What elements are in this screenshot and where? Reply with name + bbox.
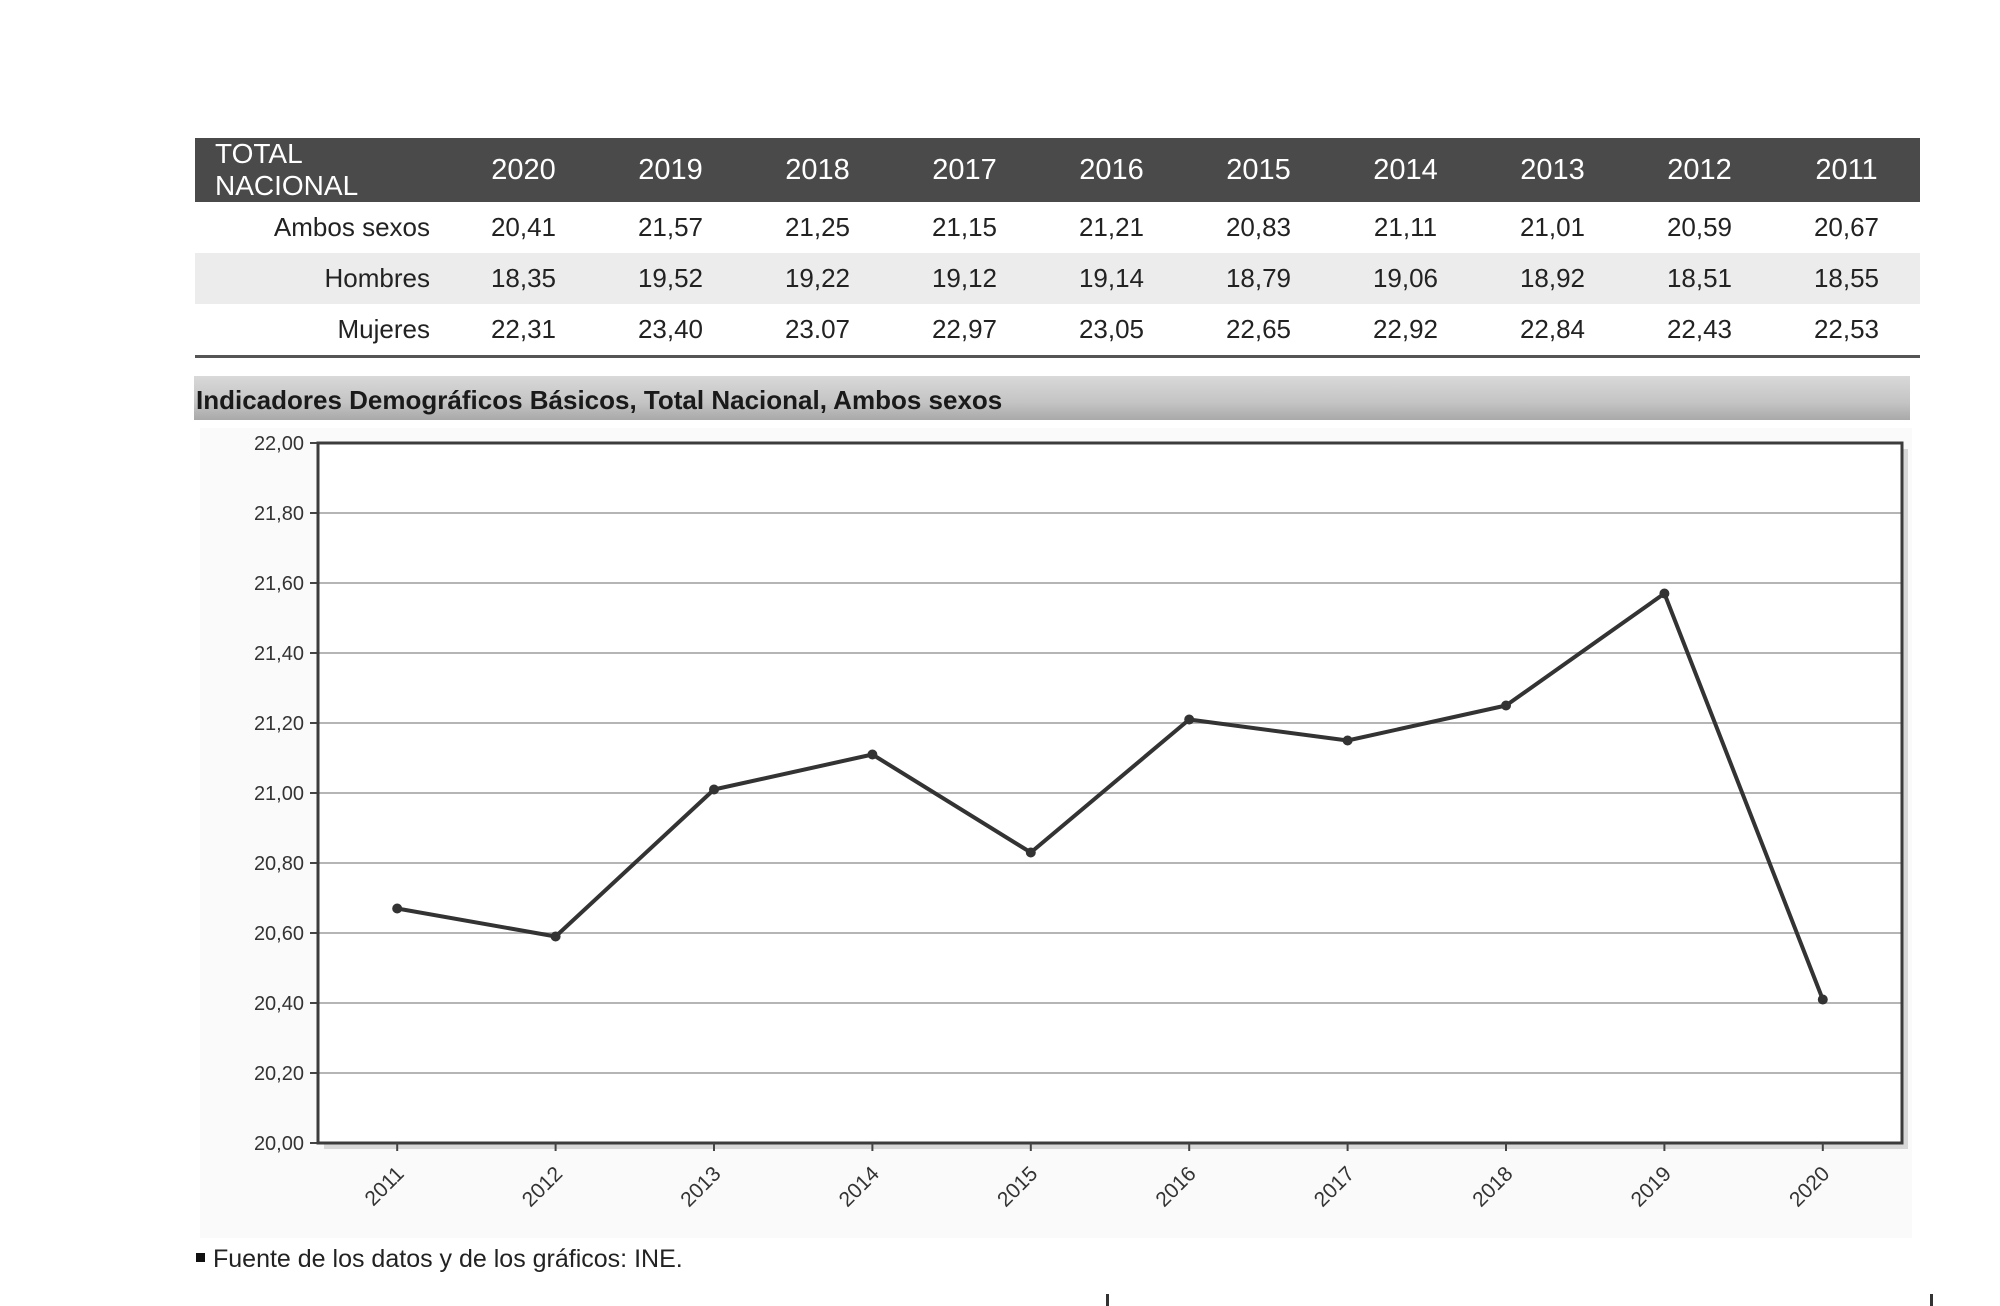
bullet-icon xyxy=(196,1252,205,1262)
table-row: Hombres 18,35 19,52 19,22 19,12 19,14 18… xyxy=(195,253,1920,304)
table-cell: 21,15 xyxy=(931,212,998,242)
row-label: Hombres xyxy=(195,253,450,304)
table-cell: 23,40 xyxy=(597,304,744,358)
table-cell: 20,59 xyxy=(1666,212,1733,242)
table-cell: 18,35 xyxy=(450,253,597,304)
table-cell: 22,65 xyxy=(1185,304,1332,358)
y-tick-label: 20,00 xyxy=(254,1133,304,1155)
data-point xyxy=(550,931,561,942)
table-cell: 20,83 xyxy=(1225,212,1292,242)
table-cell: 21,25 xyxy=(784,212,851,242)
table-row: Ambos sexos 20,41 21,57 21,25 21,15 21,2… xyxy=(195,202,1920,253)
table-cell: 21,21 xyxy=(1078,212,1145,242)
row-label: Ambos sexos xyxy=(273,212,430,242)
table-cell: 18,55 xyxy=(1773,253,1920,304)
table-cell: 19,14 xyxy=(1038,253,1185,304)
chart-title-banner: Indicadores Demográficos Básicos, Total … xyxy=(194,376,1910,420)
data-point xyxy=(1342,735,1353,746)
year-header: 2015 xyxy=(1185,138,1332,202)
page-edge-mark xyxy=(1106,1294,1109,1306)
data-table: TOTAL NACIONAL 2020 2019 2018 2017 2016 … xyxy=(195,138,1920,358)
chart-title: Indicadores Demográficos Básicos, Total … xyxy=(196,385,1003,415)
row-label: Mujeres xyxy=(195,304,450,358)
source-text: Fuente de los datos y de los gráficos: I… xyxy=(213,1245,683,1273)
data-point xyxy=(1501,700,1511,711)
data-point xyxy=(392,903,403,914)
table-cell: 22,53 xyxy=(1773,304,1920,358)
table-cell: 18,92 xyxy=(1479,253,1626,304)
data-point xyxy=(709,784,719,795)
table-cell: 19,22 xyxy=(744,253,891,304)
table-cell: 21,11 xyxy=(1373,212,1438,242)
year-header: 2016 xyxy=(1038,138,1185,202)
y-tick-label: 20,20 xyxy=(254,1063,304,1085)
table-cell: 19,52 xyxy=(597,253,744,304)
year-header: 2020 xyxy=(450,138,597,202)
plot-frame xyxy=(316,441,1904,1145)
table-row: Mujeres 22,31 23,40 23.07 22,97 23,05 22… xyxy=(195,304,1920,358)
y-tick-label: 20,60 xyxy=(254,923,304,945)
data-point xyxy=(1025,847,1036,858)
y-tick-label: 21,20 xyxy=(254,713,304,735)
year-header: 2017 xyxy=(891,138,1038,202)
data-point xyxy=(1659,588,1670,599)
table-cell: 23.07 xyxy=(744,304,891,358)
table-cell: 22,84 xyxy=(1479,304,1626,358)
year-header: 2012 xyxy=(1626,138,1773,202)
table-corner-label: TOTAL NACIONAL xyxy=(195,138,450,202)
table-cell: 22,97 xyxy=(891,304,1038,358)
page-edge-mark xyxy=(1930,1294,1933,1306)
year-header: 2014 xyxy=(1332,138,1479,202)
table-cell: 19,12 xyxy=(891,253,1038,304)
data-point xyxy=(867,749,878,760)
year-header: 2019 xyxy=(597,138,744,202)
table-cell: 18,51 xyxy=(1626,253,1773,304)
source-note: Fuente de los datos y de los gráficos: I… xyxy=(196,1245,683,1274)
table-cell: 19,06 xyxy=(1332,253,1479,304)
table-cell: 23,05 xyxy=(1038,304,1185,358)
table-cell: 20,67 xyxy=(1813,212,1880,242)
y-tick-label: 20,80 xyxy=(254,853,304,875)
y-tick-label: 21,40 xyxy=(254,643,304,665)
table-cell: 18,79 xyxy=(1185,253,1332,304)
y-tick-label: 21,00 xyxy=(254,783,304,805)
y-tick-label: 21,60 xyxy=(254,573,304,595)
year-header: 2018 xyxy=(744,138,891,202)
table-cell: 21,01 xyxy=(1519,212,1586,242)
table-cell: 22,92 xyxy=(1332,304,1479,358)
table-cell: 22,31 xyxy=(450,304,597,358)
table-cell: 21,57 xyxy=(637,212,704,242)
series-line xyxy=(396,591,1825,1001)
data-point xyxy=(1817,994,1828,1005)
y-tick-label: 20,40 xyxy=(254,993,304,1015)
data-point xyxy=(1184,714,1195,725)
year-header: 2013 xyxy=(1479,138,1626,202)
table-cell: 20,41 xyxy=(490,212,557,242)
table-header-row: TOTAL NACIONAL 2020 2019 2018 2017 2016 … xyxy=(195,138,1920,202)
y-tick-label: 22,00 xyxy=(254,433,304,455)
year-header: 2011 xyxy=(1773,138,1920,202)
line-chart: 20,00 20,20 20,40 20,60 20,80 21,00 21,20 21,40… xyxy=(253,433,1908,1212)
y-tick-label: 21,80 xyxy=(254,503,304,525)
table-cell: 22,43 xyxy=(1626,304,1773,358)
